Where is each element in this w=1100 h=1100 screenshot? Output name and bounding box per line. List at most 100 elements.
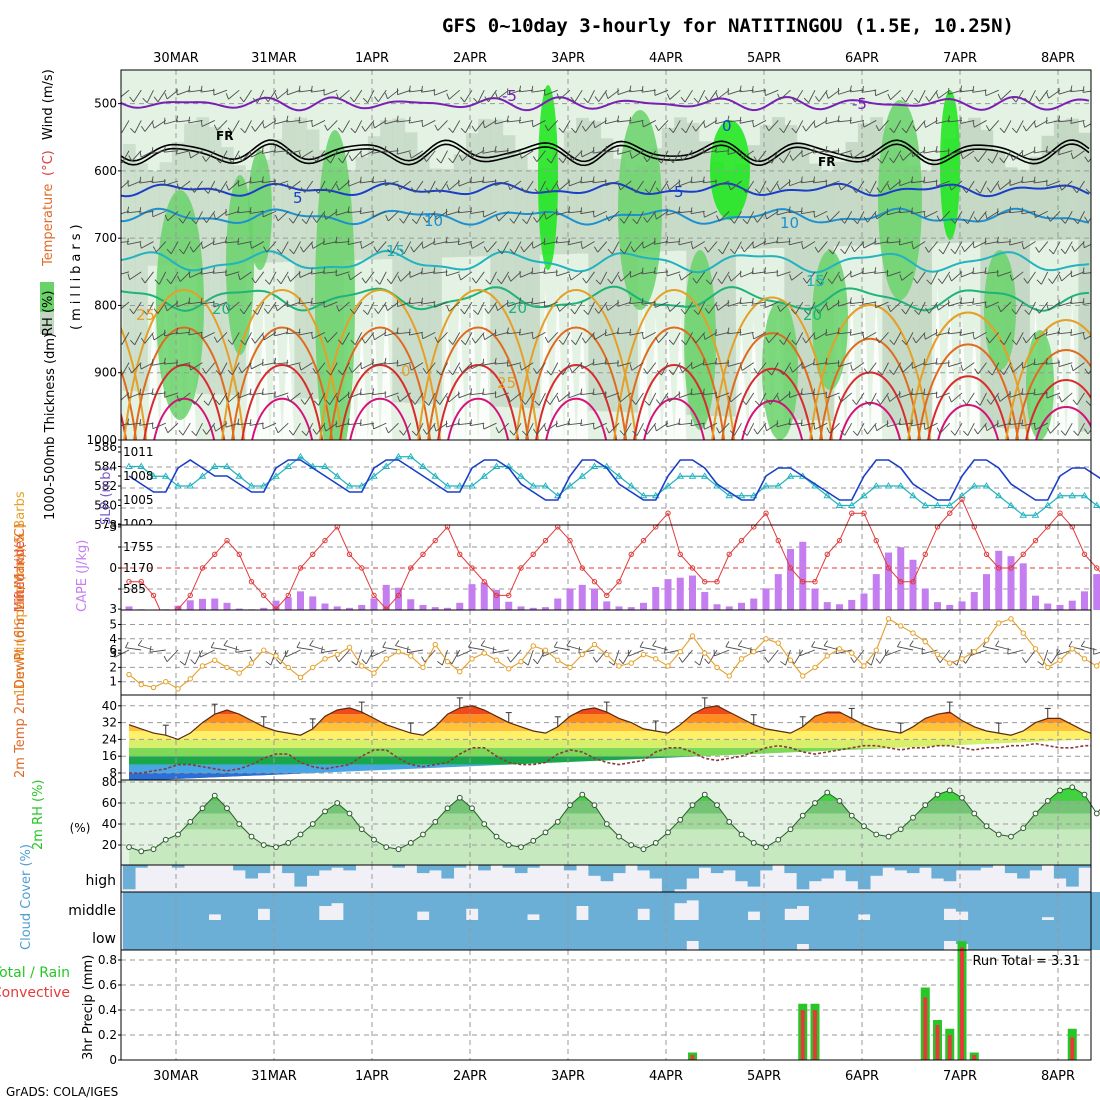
upper-barb [1084, 243, 1091, 249]
upper-barb [1076, 392, 1085, 405]
surface-barb-flag [235, 646, 238, 653]
upper-barb [967, 211, 975, 224]
upper-barb [1009, 392, 1024, 398]
upper-barb [1082, 302, 1091, 305]
upper-barb-flag [409, 363, 412, 371]
upper-barb [523, 241, 534, 253]
upper-barb-flag [801, 150, 803, 157]
cloud-bar [600, 892, 614, 920]
upper-barb-flag [286, 395, 290, 402]
upper-barb [862, 89, 877, 93]
cloud-bar [282, 892, 295, 920]
upper-barb [266, 241, 277, 253]
upper-barb [855, 180, 865, 193]
rh-point [150, 846, 157, 853]
upper-barb [960, 89, 975, 93]
cloud-bar [710, 865, 724, 874]
upper-barb [962, 150, 975, 160]
isotherm-arch [907, 311, 1030, 440]
upper-barb-flag [458, 154, 463, 161]
cloud-bar [882, 865, 896, 868]
upper-barb-flag [420, 297, 423, 305]
upper-barb [979, 180, 987, 194]
upper-barb-flag [656, 158, 662, 164]
cape-bar [762, 588, 770, 610]
thickness-point [700, 472, 709, 479]
cloud-bar [894, 892, 908, 920]
upper-barb [792, 150, 804, 161]
upper-barb-flag [323, 238, 325, 245]
upper-barb [646, 150, 657, 163]
upper-barb-flag [261, 176, 264, 183]
lifted-index-point [420, 551, 426, 557]
cloud-bar [318, 920, 332, 950]
upper-barb [133, 89, 142, 103]
rh-point [738, 831, 745, 838]
upper-barb [329, 392, 338, 405]
upper-barb-flag [1021, 419, 1024, 426]
upper-barb [850, 331, 865, 336]
wind-speed-point [996, 620, 1002, 626]
cape-bar [627, 607, 635, 610]
upper-barb [384, 331, 399, 337]
upper-barb-flag [619, 218, 625, 224]
tick-label: 0.2 [98, 1028, 117, 1042]
upper-barb [682, 362, 693, 373]
upper-barb-flag [655, 124, 659, 131]
upper-barb-flag [336, 93, 340, 100]
rh-point [211, 792, 218, 799]
upper-barb-flag [1033, 423, 1036, 430]
upper-barb-flag [656, 187, 661, 193]
upper-barb [464, 89, 473, 103]
upper-barb [562, 362, 571, 375]
upper-barb [277, 89, 289, 100]
upper-barb-flag [323, 213, 327, 220]
date-label: 4APR [649, 1069, 683, 1084]
surface-barb [799, 649, 816, 657]
upper-barb-flag [556, 183, 560, 191]
tick-label: 20 [102, 838, 117, 852]
upper-barb [152, 422, 166, 430]
cape-bar [297, 591, 304, 610]
lifted-index-point [959, 496, 965, 503]
lifted-index-point [800, 579, 806, 585]
upper-barb-flag [984, 301, 987, 308]
upper-barb-flag [911, 362, 913, 369]
cape-bar [750, 598, 758, 610]
upper-barb [643, 331, 656, 340]
upper-barb [127, 241, 142, 245]
upper-barb [164, 392, 179, 398]
upper-barb [829, 422, 840, 434]
surface-barb-flag [678, 656, 683, 663]
surface-barb [223, 644, 240, 651]
upper-barb-flag [1096, 424, 1097, 430]
upper-barb [776, 422, 791, 428]
thickness-point [970, 482, 979, 489]
wind-speed-point [689, 633, 696, 639]
upper-barb-flag [163, 357, 166, 365]
upper-barb [372, 180, 387, 184]
upper-barb-flag [740, 246, 745, 253]
cloud-bar [649, 920, 663, 950]
surface-barb [767, 649, 779, 663]
upper-barb [974, 331, 987, 340]
upper-barb [954, 241, 963, 254]
upper-barb-flag [518, 85, 522, 92]
wind-speed-point [653, 656, 659, 662]
upper-barb [327, 120, 338, 131]
surface-barb-flag [704, 658, 710, 664]
thickness-point [872, 482, 881, 489]
upper-barb [166, 301, 179, 312]
upper-barb-flag [629, 116, 632, 124]
upper-barb-flag [374, 96, 379, 103]
upper-barb-flag [1073, 218, 1079, 224]
upper-barb-flag [961, 245, 965, 252]
upper-barb-flag [850, 364, 853, 371]
upper-barb [510, 271, 522, 282]
upper-barb [765, 301, 779, 308]
upper-barb [547, 332, 559, 343]
upper-barb [630, 271, 644, 278]
upper-barb [825, 331, 840, 336]
upper-barb [899, 241, 914, 246]
upper-barb-flag [813, 333, 816, 340]
